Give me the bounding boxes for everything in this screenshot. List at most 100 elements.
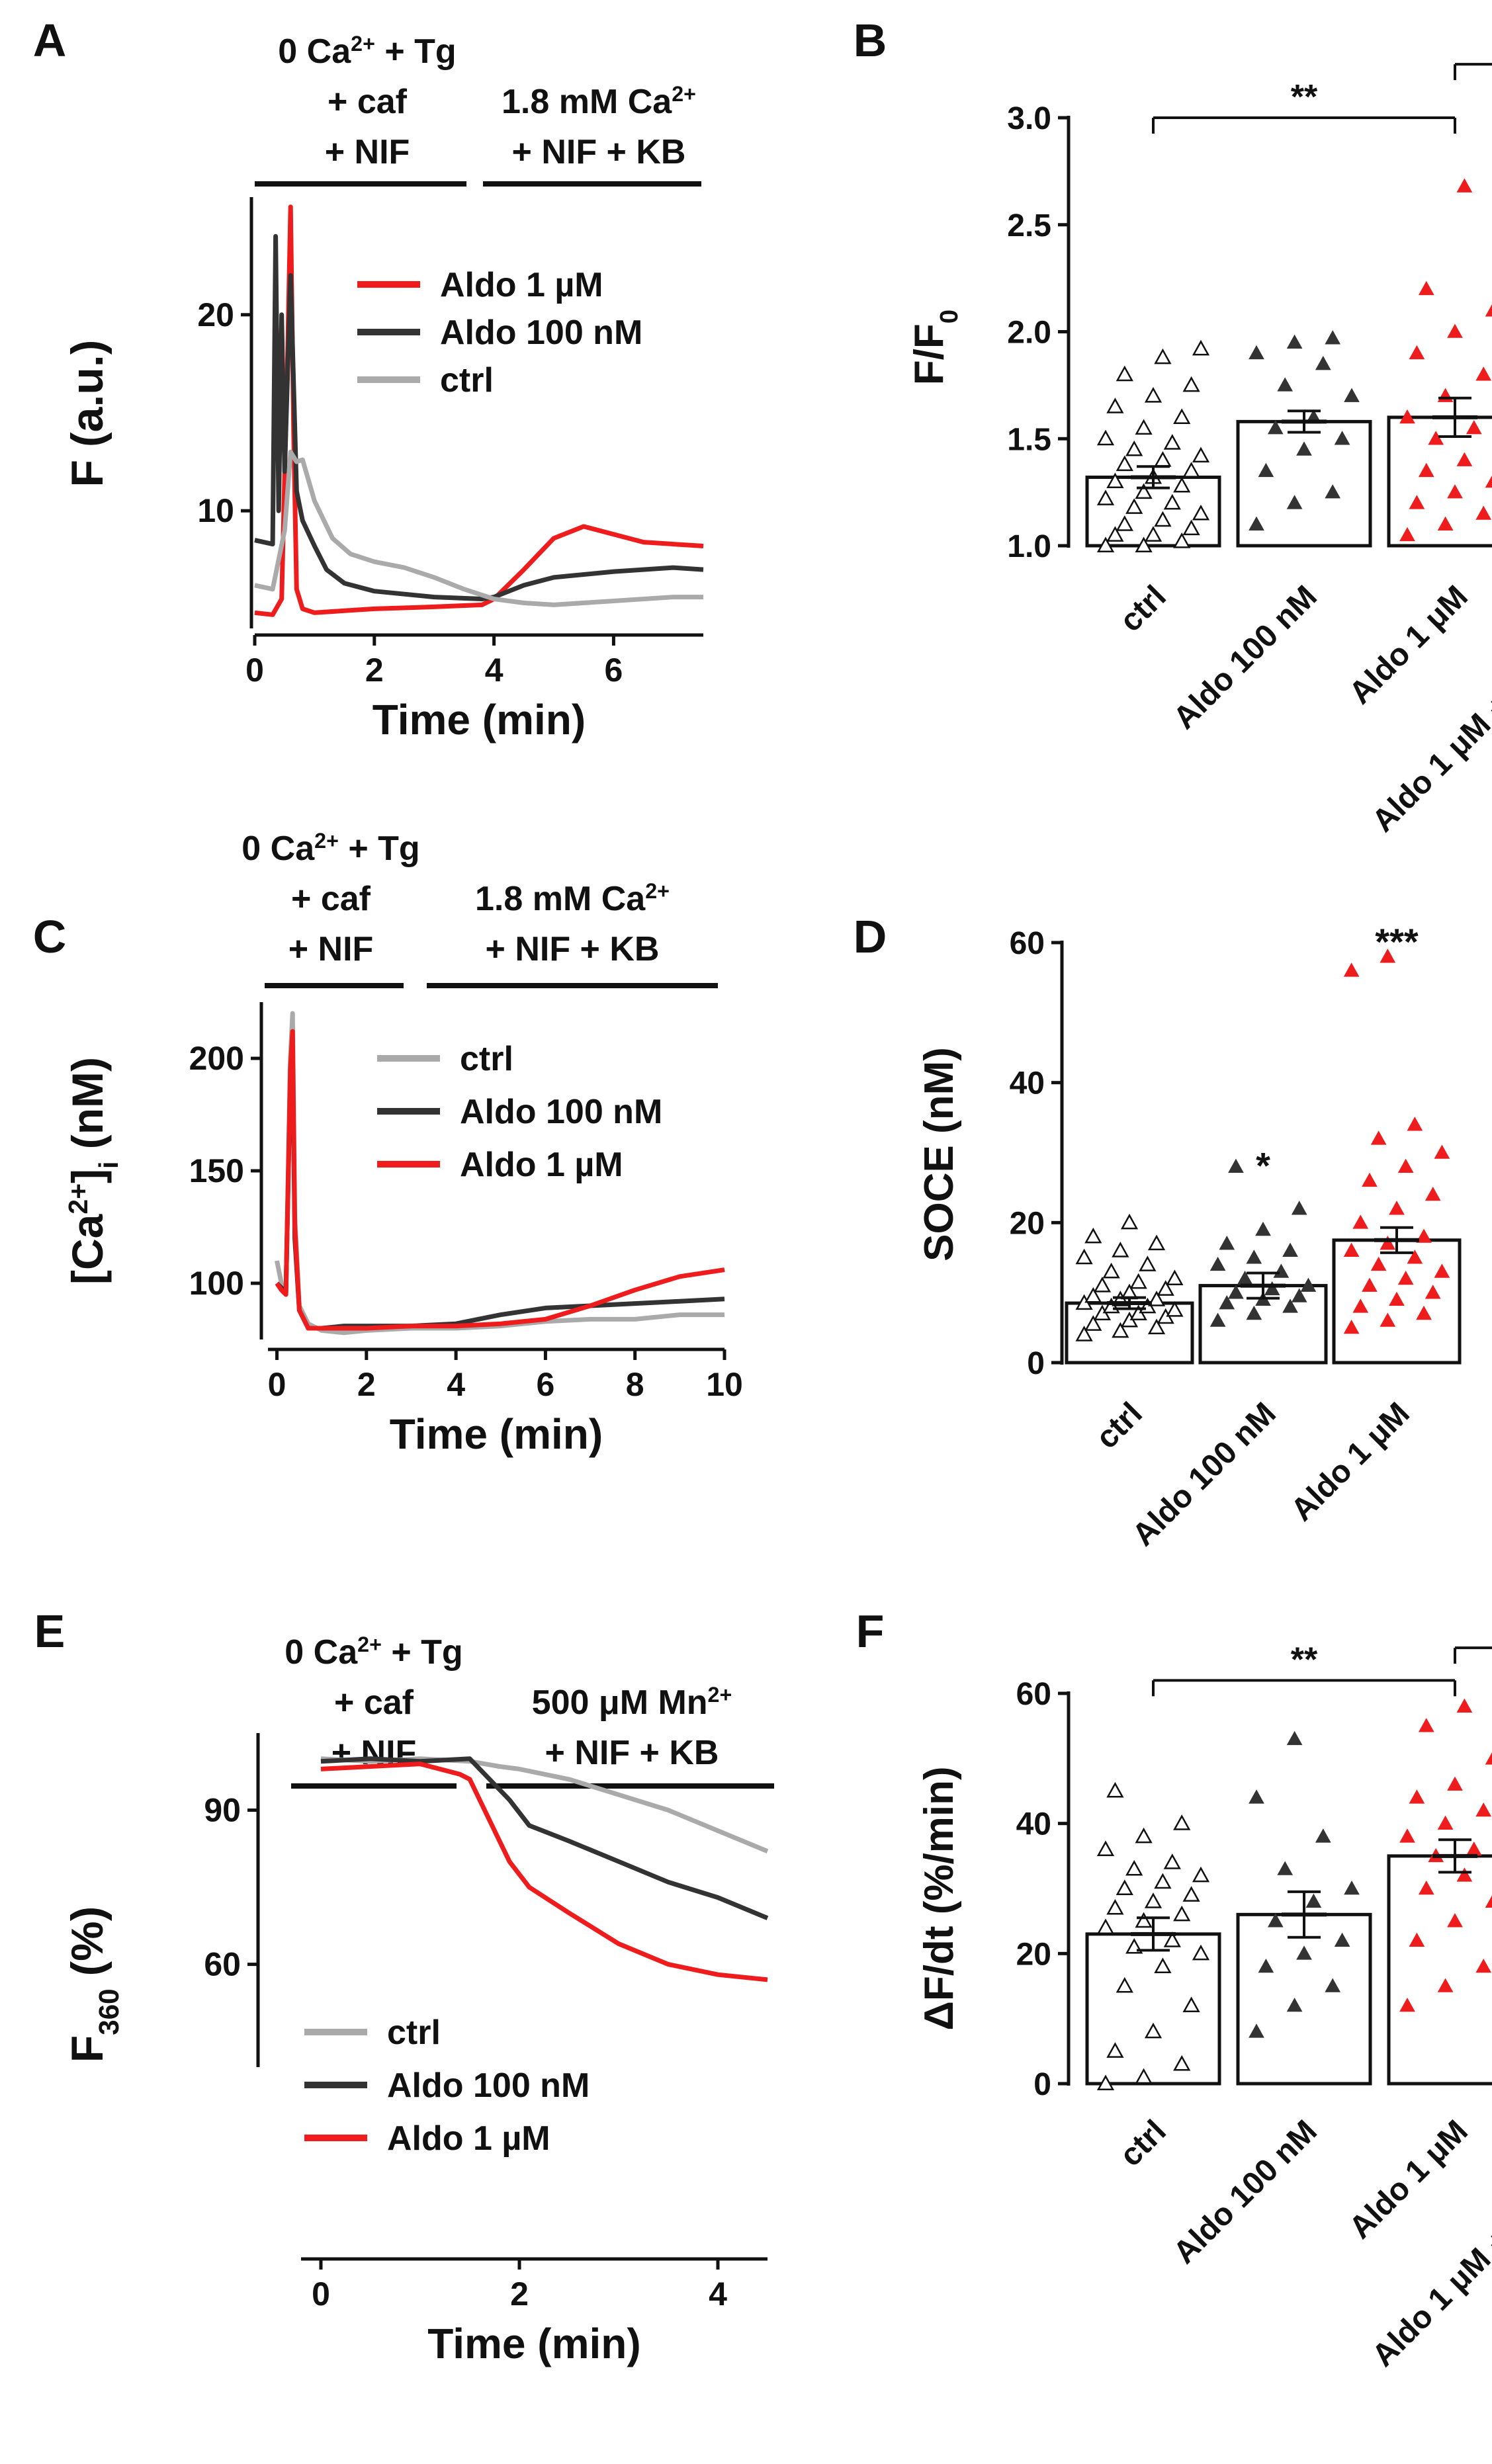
data-point xyxy=(1456,1698,1473,1713)
data-point xyxy=(1334,1932,1350,1947)
y-tick-label: 2.0 xyxy=(1007,316,1051,351)
data-point xyxy=(1437,516,1454,531)
protocol-left-line3: + NIF xyxy=(325,133,410,171)
data-point xyxy=(1418,1880,1434,1895)
x-tick-label: 6 xyxy=(537,1366,555,1403)
data-point xyxy=(1246,1250,1262,1264)
data-point xyxy=(1428,431,1444,445)
protocol-right-line2: + NIF + KB xyxy=(512,133,686,171)
data-point xyxy=(1456,1867,1473,1882)
data-point xyxy=(1380,949,1396,963)
category-label: Aldo 1 μM xyxy=(1342,579,1475,711)
data-point xyxy=(1425,1285,1441,1299)
series-line-aldo100 xyxy=(320,1756,769,1920)
protocol-right-line1: 500 μM Mn2+ xyxy=(532,1683,732,1722)
x-tick-label: 10 xyxy=(706,1366,743,1403)
data-point xyxy=(1334,431,1350,445)
data-point xyxy=(1466,420,1482,435)
data-point xyxy=(1397,1158,1414,1173)
y-tick-label: 2.5 xyxy=(1007,208,1051,243)
label-part: (nM) xyxy=(63,1057,112,1162)
data-point xyxy=(1096,489,1115,505)
data-point xyxy=(1163,1932,1181,1947)
data-point xyxy=(1258,1958,1274,1973)
data-point xyxy=(1249,2023,1264,2038)
data-point xyxy=(1147,1318,1166,1335)
data-point xyxy=(1380,1312,1396,1327)
data-point xyxy=(1173,1814,1191,1830)
y-axis-label: F/F0 xyxy=(906,310,963,385)
data-point xyxy=(1418,1718,1434,1732)
data-point xyxy=(1485,475,1492,488)
data-point xyxy=(1315,1828,1331,1843)
label-part: 0 xyxy=(935,310,963,323)
data-point xyxy=(1106,398,1124,413)
data-point xyxy=(1192,1944,1210,1961)
data-point xyxy=(1246,1305,1262,1320)
data-point xyxy=(1116,365,1133,382)
data-point xyxy=(1192,504,1210,521)
protocol-left-line1: 0 Ca2+ + Tg xyxy=(285,1633,462,1672)
protocol-left-line2: + caf xyxy=(334,1683,414,1722)
data-point xyxy=(1182,1886,1200,1902)
data-point xyxy=(1096,2074,1115,2091)
data-point xyxy=(1084,1287,1102,1303)
data-point xyxy=(1182,376,1200,392)
label-part: 2+ xyxy=(645,879,670,903)
data-point xyxy=(1475,1802,1492,1817)
data-point xyxy=(1125,440,1143,456)
y-tick-label: 60 xyxy=(1010,926,1045,961)
data-point xyxy=(1352,1214,1369,1229)
panel-letter-e: E xyxy=(34,1605,66,1657)
data-point xyxy=(1219,1295,1235,1310)
data-point xyxy=(1173,2055,1191,2071)
label-part: 360 xyxy=(93,1988,124,2035)
label-part: (%) xyxy=(62,1906,112,1989)
legend-label: ctrl xyxy=(440,361,494,400)
data-point xyxy=(1106,526,1124,542)
protocol-right-line1: 1.8 mM Ca2+ xyxy=(502,82,696,121)
data-point xyxy=(1163,1853,1181,1869)
y-tick-label: 200 xyxy=(189,1040,244,1077)
y-axis-label: [Ca2+]i (nM) xyxy=(63,1057,124,1285)
data-point xyxy=(1437,1815,1454,1830)
y-tick-label: 60 xyxy=(1016,1677,1051,1712)
data-point xyxy=(1409,495,1425,509)
data-point xyxy=(1093,1277,1112,1293)
data-point xyxy=(1249,516,1264,531)
data-point xyxy=(1154,451,1172,467)
data-point xyxy=(1296,1945,1312,1960)
label-part: + Tg xyxy=(339,829,420,868)
data-point xyxy=(1106,2042,1124,2058)
legend-label: Aldo 1 µM xyxy=(440,266,603,304)
y-tick-label: 10 xyxy=(197,492,234,529)
data-point xyxy=(1370,1256,1387,1271)
data-point xyxy=(1173,408,1191,424)
data-point xyxy=(1362,1277,1378,1292)
data-point xyxy=(1173,532,1191,548)
data-point xyxy=(1182,1996,1200,2013)
data-point xyxy=(1102,1262,1120,1279)
data-point xyxy=(1291,1288,1307,1302)
data-point xyxy=(1135,419,1153,435)
label-part: 1.8 mM Ca xyxy=(502,83,672,121)
data-point xyxy=(1407,1250,1423,1264)
data-point xyxy=(1344,388,1360,402)
data-point xyxy=(1389,1201,1405,1215)
data-point xyxy=(1447,484,1463,499)
data-point xyxy=(1352,1298,1369,1313)
data-point xyxy=(1116,455,1133,472)
x-tick-label: 0 xyxy=(312,2275,330,2313)
data-point xyxy=(1380,1236,1396,1250)
label-part: F xyxy=(62,2035,112,2063)
y-tick-label: 20 xyxy=(1010,1206,1045,1241)
data-point xyxy=(1096,536,1115,553)
data-point xyxy=(1144,2022,1163,2039)
y-tick-label: 60 xyxy=(204,1946,241,1983)
data-point xyxy=(1282,1242,1298,1257)
label-part: ] xyxy=(63,1169,112,1183)
